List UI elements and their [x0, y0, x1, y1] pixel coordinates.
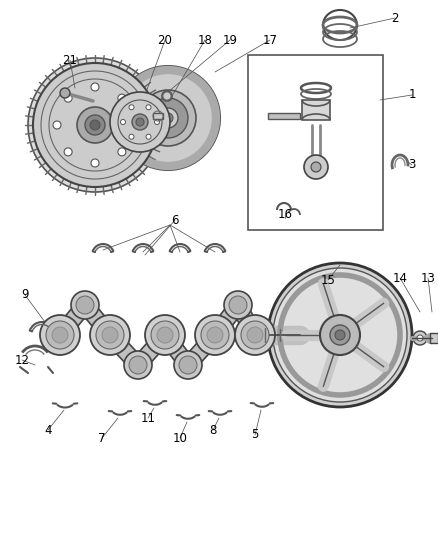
Circle shape — [224, 291, 252, 319]
Text: 12: 12 — [14, 353, 29, 367]
Circle shape — [64, 94, 72, 102]
Circle shape — [241, 321, 269, 349]
Circle shape — [129, 121, 137, 129]
Circle shape — [179, 356, 197, 374]
Circle shape — [91, 83, 99, 91]
Bar — [302, 100, 330, 120]
Polygon shape — [159, 330, 194, 370]
Circle shape — [53, 121, 61, 129]
Text: 13: 13 — [420, 271, 435, 285]
Circle shape — [268, 263, 412, 407]
Circle shape — [174, 351, 202, 379]
Circle shape — [132, 114, 148, 130]
Text: 18: 18 — [198, 34, 212, 46]
Text: 4: 4 — [44, 424, 52, 437]
Polygon shape — [208, 300, 244, 340]
Circle shape — [195, 315, 235, 355]
Circle shape — [96, 321, 124, 349]
Circle shape — [118, 94, 126, 102]
Circle shape — [155, 119, 159, 125]
Circle shape — [28, 58, 162, 192]
Circle shape — [311, 162, 321, 172]
Circle shape — [90, 315, 130, 355]
Text: 17: 17 — [262, 34, 278, 46]
Circle shape — [85, 115, 105, 135]
Bar — [430, 333, 438, 343]
Circle shape — [46, 321, 74, 349]
Circle shape — [60, 88, 70, 98]
Text: 7: 7 — [98, 432, 106, 445]
Bar — [153, 113, 163, 119]
Circle shape — [146, 134, 151, 139]
Polygon shape — [104, 329, 144, 370]
Circle shape — [77, 107, 113, 143]
Circle shape — [157, 327, 173, 343]
Text: 14: 14 — [392, 271, 407, 285]
Circle shape — [52, 327, 68, 343]
Circle shape — [129, 356, 147, 374]
Circle shape — [229, 296, 247, 314]
Bar — [268, 113, 300, 119]
Circle shape — [76, 296, 94, 314]
Text: 19: 19 — [223, 34, 237, 46]
Circle shape — [145, 315, 185, 355]
Circle shape — [201, 321, 229, 349]
Circle shape — [102, 327, 118, 343]
Circle shape — [162, 91, 172, 101]
Circle shape — [33, 63, 157, 187]
Polygon shape — [79, 300, 116, 340]
Circle shape — [64, 148, 72, 156]
Circle shape — [151, 321, 179, 349]
Circle shape — [129, 134, 134, 139]
Text: 8: 8 — [209, 424, 217, 437]
Circle shape — [207, 327, 223, 343]
Polygon shape — [231, 301, 262, 339]
Text: 16: 16 — [278, 208, 293, 222]
Circle shape — [417, 335, 423, 341]
Circle shape — [146, 105, 151, 110]
Circle shape — [120, 119, 126, 125]
Circle shape — [129, 105, 134, 110]
Text: 9: 9 — [21, 288, 29, 302]
Text: 6: 6 — [171, 214, 179, 227]
Text: 2: 2 — [391, 12, 399, 25]
Circle shape — [335, 330, 345, 340]
Circle shape — [163, 113, 173, 123]
Circle shape — [413, 331, 427, 345]
Circle shape — [110, 92, 170, 152]
Circle shape — [90, 120, 100, 130]
Circle shape — [124, 351, 152, 379]
Text: 15: 15 — [321, 273, 336, 287]
Circle shape — [40, 315, 80, 355]
Polygon shape — [54, 300, 91, 340]
Circle shape — [136, 118, 144, 126]
Circle shape — [273, 268, 407, 402]
Polygon shape — [132, 329, 171, 370]
Circle shape — [330, 325, 350, 345]
Circle shape — [148, 98, 188, 138]
Text: 20: 20 — [158, 34, 173, 46]
Circle shape — [320, 315, 360, 355]
Text: 21: 21 — [63, 53, 78, 67]
Circle shape — [91, 159, 99, 167]
Text: 10: 10 — [173, 432, 187, 445]
Text: 11: 11 — [141, 411, 155, 424]
Text: 1: 1 — [408, 88, 416, 101]
Circle shape — [118, 148, 126, 156]
Polygon shape — [182, 329, 221, 370]
Circle shape — [140, 90, 196, 146]
Circle shape — [116, 66, 220, 170]
Text: 3: 3 — [408, 158, 416, 172]
Circle shape — [71, 291, 99, 319]
Circle shape — [247, 327, 263, 343]
Circle shape — [304, 155, 328, 179]
Bar — [248, 55, 383, 230]
Circle shape — [158, 108, 178, 128]
Circle shape — [235, 315, 275, 355]
Text: 5: 5 — [251, 429, 259, 441]
